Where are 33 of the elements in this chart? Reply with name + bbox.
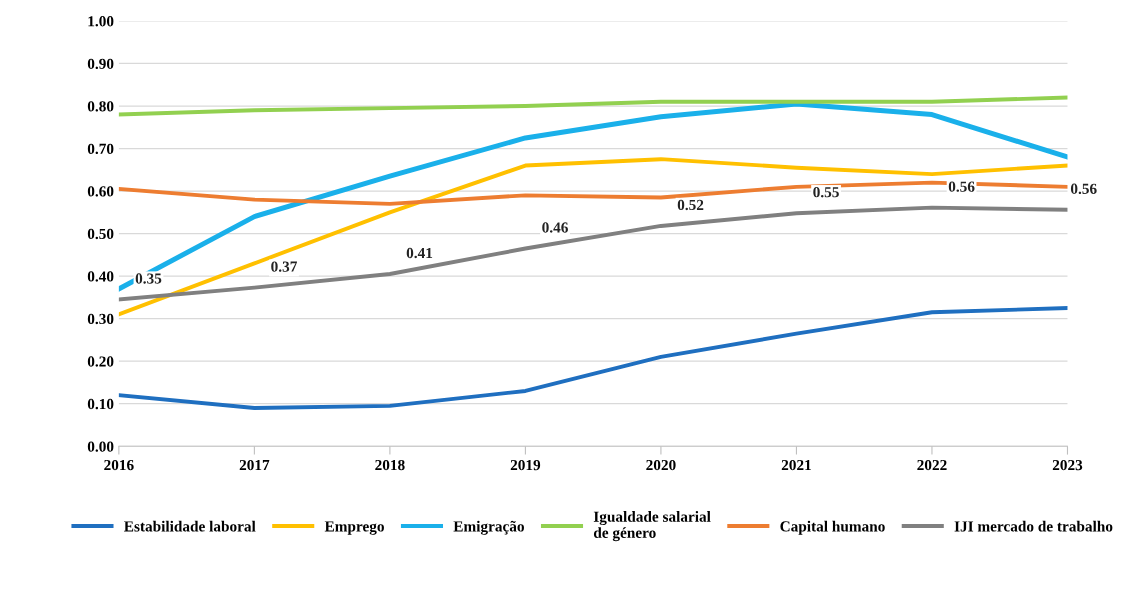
x-tick-label: 2023 [1052, 459, 1083, 471]
data-label: 0.56 [1070, 183, 1097, 194]
text: 1.00 [88, 16, 114, 27]
text: 0.90 [87, 58, 114, 70]
x-tick-label: 2018 [375, 459, 405, 471]
x-tick-label: 2021 [781, 459, 811, 471]
text: 0.10 [87, 398, 114, 410]
data-label: 0.46 [542, 222, 568, 233]
legend-label: Emigração [453, 520, 524, 535]
text: 0.80 [87, 101, 114, 112]
text: 0.20 [87, 356, 114, 367]
data-label: 0.52 [677, 199, 704, 211]
x-tick-label: 2016 [104, 459, 134, 471]
data-label: 0.55 [813, 187, 839, 198]
legend-label: Igualdade salarial de género [593, 511, 711, 542]
legend-label: Estabilidade laboral [124, 520, 256, 532]
data-label: 0.56 [948, 181, 975, 192]
text: 0.00 [87, 441, 114, 452]
x-tick-label: 2020 [646, 459, 676, 471]
legend-label: IJI mercado de trabalho [954, 520, 1113, 532]
data-label: 0.37 [271, 261, 297, 272]
text: 0.50 [87, 228, 114, 240]
legend-label: Emprego [324, 521, 384, 535]
x-tick-label: 2019 [510, 459, 541, 471]
data-label: 0.35 [135, 273, 162, 284]
x-tick-label: 2022 [917, 459, 947, 471]
text: 0.40 [87, 271, 114, 282]
x-tick-label: 2017 [239, 459, 270, 471]
text: 0.70 [87, 143, 114, 155]
data-label: 0.41 [406, 247, 433, 259]
legend-label: Capital humano [780, 520, 885, 535]
text: 0.30 [87, 313, 114, 325]
text: 0.60 [87, 186, 114, 197]
